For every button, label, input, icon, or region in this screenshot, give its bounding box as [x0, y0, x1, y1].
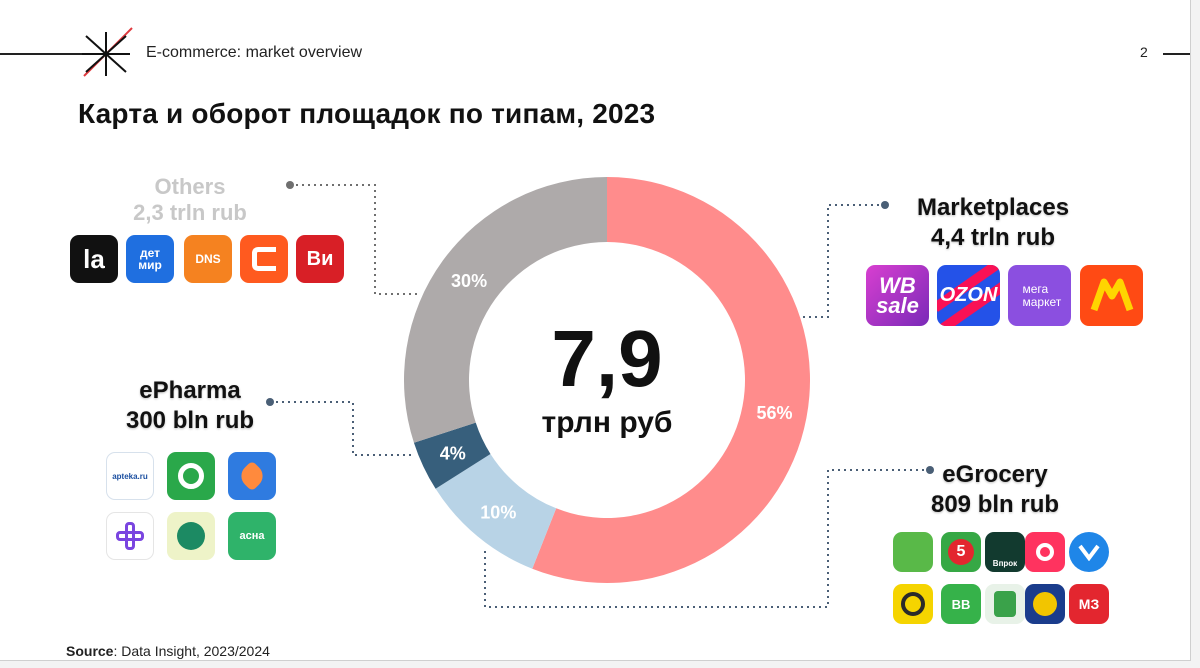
leader-dot-marketplaces [881, 201, 889, 209]
marketplaces-turnover: 4,4 trln rub [930, 224, 1056, 251]
epharma-turnover: 300 bln rub [125, 407, 255, 434]
leader-lines [266, 181, 934, 608]
page-title: Карта и оборот площадок по типам, 2023 [78, 98, 656, 129]
egrocery-turnover: 809 bln rub [930, 491, 1060, 518]
vprok-logo: Впрок [985, 532, 1025, 572]
leader-line-epharma [270, 401, 412, 456]
tree-pharmacy-logo [167, 512, 215, 560]
spiral-logo [893, 584, 933, 624]
eapteka-logo [228, 452, 276, 500]
slice-label-marketplaces: 56% [756, 403, 792, 423]
marketplaces-label: Marketplaces 4,4 trln rub [888, 193, 1098, 253]
slice-marketplaces [532, 177, 810, 583]
header-title: E-commerce: market overview [146, 44, 363, 61]
vkusvill-green-logo: ВВ [941, 584, 981, 624]
leader-line-others [290, 184, 420, 295]
slice-others [403, 177, 607, 443]
apteka-ru-logo: apteka.ru [106, 452, 154, 500]
marketplaces-name: Marketplaces [916, 194, 1070, 221]
brand-mark-icon [82, 27, 133, 77]
page-number: 2 [1140, 44, 1148, 60]
wildberries-logo: WB sale [866, 265, 929, 326]
plus-pharmacy-logo [106, 512, 154, 560]
egrocery-label: eGrocery 809 bln rub [905, 460, 1085, 520]
header-rule-right [1163, 53, 1190, 55]
epharma-name: ePharma [139, 377, 241, 404]
pyaterochka-logo: 5 [941, 532, 981, 572]
slice-label-egrocery: 10% [480, 502, 516, 522]
samokat-logo [1025, 532, 1065, 572]
others-label: Others 2,3 trln rub [110, 174, 270, 226]
slice-label-others: 30% [451, 271, 487, 291]
leader-line-marketplaces [790, 204, 885, 318]
zdravcity-logo [167, 452, 215, 500]
detmir-logo: дет мир [126, 235, 174, 283]
slice-epharma [413, 422, 491, 489]
leader-dot-others [286, 181, 294, 189]
epharma-label: ePharma 300 bln rub [105, 376, 275, 436]
source-note: Source: Data Insight, 2023/2024 [66, 643, 270, 659]
ozon-logo: OZON [937, 265, 1000, 326]
leader-line-egrocery [484, 469, 930, 608]
slice-label-epharma: 4% [440, 444, 466, 464]
donut-slice-labels: 56% 10% 4% 30% [440, 271, 793, 523]
header-rule-left [0, 53, 122, 55]
vkusvill-logo [1069, 532, 1109, 572]
leader-dot-egrocery [926, 466, 934, 474]
lamoda-logo: la [70, 235, 118, 283]
vseinstrumenti-logo: Ви [296, 235, 344, 283]
others-name: Others [154, 174, 226, 199]
egrocery-name: eGrocery [942, 461, 1048, 488]
dns-logo: DNS [184, 235, 232, 283]
megamarket-logo: мега маркет [1008, 265, 1071, 326]
center-value: 7,9 [551, 314, 662, 403]
lenta-logo [985, 584, 1025, 624]
donut-slices [403, 177, 810, 583]
auchan-logo [1025, 584, 1065, 624]
others-turnover: 2,3 trln rub [133, 200, 247, 225]
asna-logo: асна [228, 512, 276, 560]
citilink-logo [240, 235, 288, 283]
perekrestok-logo [893, 532, 933, 572]
center-unit: трлн руб [542, 406, 673, 439]
leader-dot-epharma [266, 398, 274, 406]
donut-chart: 56% 10% 4% 30% 7,9 трлн руб [266, 177, 934, 608]
yandex-market-logo [1080, 265, 1143, 326]
magnit-logo: МЗ [1069, 584, 1109, 624]
slice-egrocery [435, 453, 557, 569]
